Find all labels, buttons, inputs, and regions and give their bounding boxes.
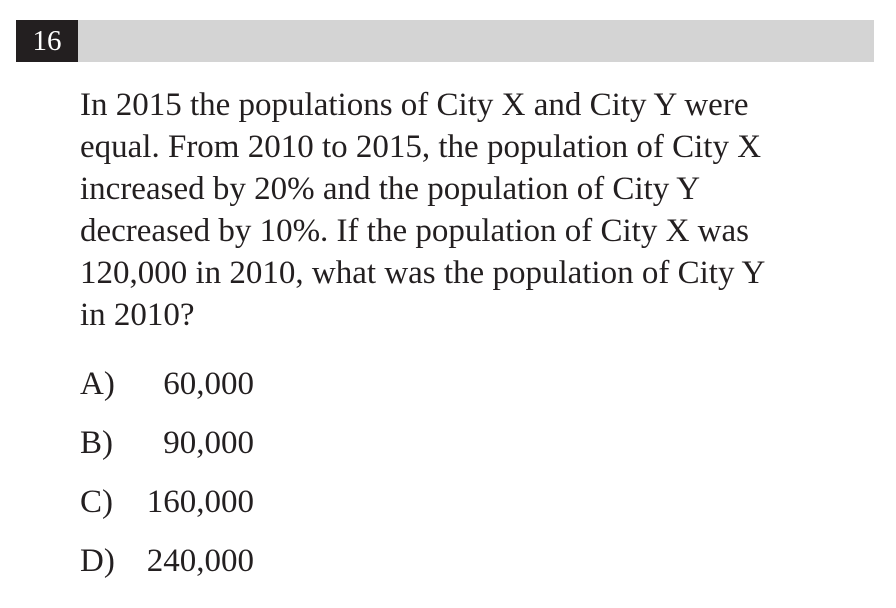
answer-choice-b[interactable]: B) 90,000 <box>80 421 480 480</box>
question-text: In 2015 the populations of City X and Ci… <box>80 84 860 336</box>
choice-value: 90,000 <box>163 425 254 461</box>
question-header-bar <box>16 20 874 62</box>
question-text-line: in 2010? <box>80 297 195 333</box>
question-text-line: In 2015 the populations of City X and Ci… <box>80 87 749 123</box>
answer-choices: A) 60,000 B) 90,000 C) 160,000 D) 240,00… <box>80 362 480 598</box>
choice-value: 240,000 <box>146 543 254 579</box>
question-text-line: 120,000 in 2010, what was the population… <box>80 255 766 291</box>
answer-choice-a[interactable]: A) 60,000 <box>80 362 480 421</box>
choice-value: 60,000 <box>163 366 254 402</box>
answer-choice-c[interactable]: C) 160,000 <box>80 480 480 539</box>
choice-value: 160,000 <box>146 484 254 520</box>
question-text-line: increased by 20% and the population of C… <box>80 171 701 207</box>
question-text-line: decreased by 10%. If the population of C… <box>80 213 749 249</box>
choice-letter: D) <box>80 543 115 579</box>
choice-letter: C) <box>80 484 113 520</box>
question-number: 16 <box>16 20 78 62</box>
answer-choice-d[interactable]: D) 240,000 <box>80 539 480 598</box>
choice-letter: A) <box>80 366 115 402</box>
question-text-line: equal. From 2010 to 2015, the population… <box>80 129 762 165</box>
choice-letter: B) <box>80 425 113 461</box>
